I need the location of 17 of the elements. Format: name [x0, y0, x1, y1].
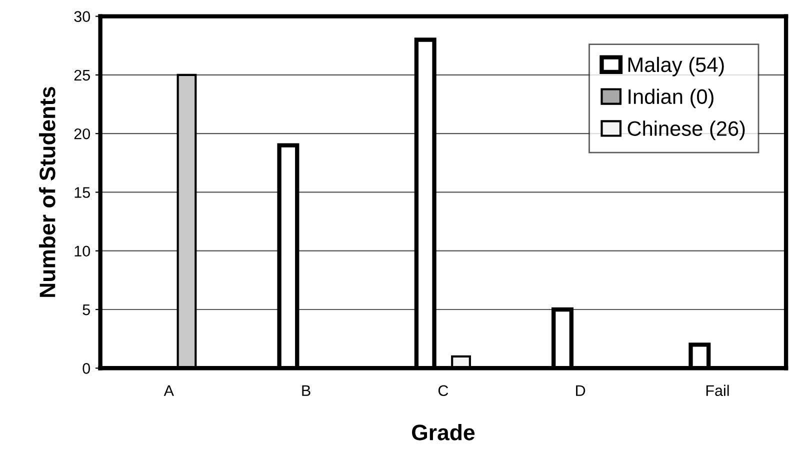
x-tick-label: C: [438, 385, 448, 396]
x-tick-label: D: [576, 385, 586, 396]
y-tick-label: 20: [74, 128, 90, 140]
legend-label: Malay (54): [628, 56, 724, 76]
legend-label: Chinese (26): [628, 120, 745, 140]
y-tick-label: 0: [82, 363, 90, 374]
y-tick-label: 15: [74, 187, 90, 198]
y-tick-label: 30: [74, 11, 90, 22]
y-tick-label: 10: [74, 246, 90, 257]
x-tick-label: B: [302, 385, 310, 396]
legend-label: Indian (0): [628, 88, 714, 108]
x-tick-label: Fail: [706, 384, 729, 396]
x-tick-label: A: [164, 385, 174, 396]
y-axis-title: Number of Students: [39, 86, 56, 297]
y-tick-label: 5: [82, 304, 90, 316]
x-axis-title: Grade: [412, 424, 475, 440]
y-tick-label: 25: [74, 70, 90, 81]
